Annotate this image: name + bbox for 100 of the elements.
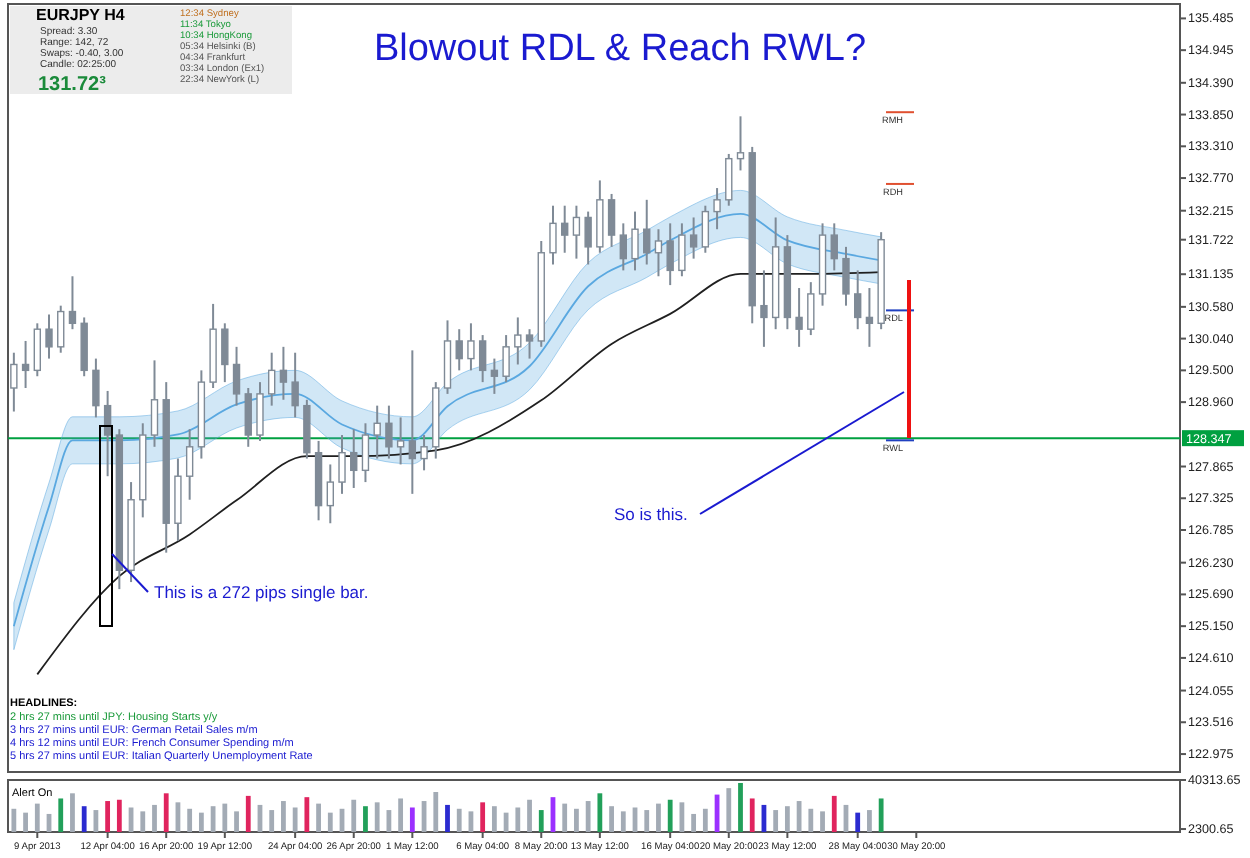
bar — [198, 812, 204, 832]
bar — [433, 792, 439, 832]
text: Blowout RDL & Reach RWL? — [373, 28, 867, 70]
bar — [269, 810, 275, 832]
bar — [867, 810, 872, 832]
bar — [11, 808, 17, 832]
bar — [222, 803, 228, 832]
candlestick — [350, 428, 358, 489]
bar — [585, 801, 591, 832]
bar — [140, 811, 146, 832]
bar — [445, 804, 450, 832]
candlestick — [139, 422, 147, 519]
candlestick — [830, 222, 838, 272]
candlestick — [689, 216, 698, 260]
bar — [726, 788, 732, 832]
bar — [81, 806, 87, 832]
bar — [245, 795, 251, 832]
candlestick — [232, 345, 241, 407]
bar — [796, 801, 802, 832]
bar — [456, 808, 462, 832]
candlestick — [654, 228, 663, 278]
bar — [855, 812, 861, 832]
bar — [527, 799, 532, 832]
candlestick — [420, 434, 428, 472]
candlestick — [842, 245, 850, 307]
bar — [503, 812, 509, 832]
bar — [831, 795, 837, 832]
candlestick — [666, 222, 674, 287]
bar — [163, 793, 169, 832]
bar — [292, 807, 298, 832]
candlestick — [619, 222, 627, 272]
bar — [808, 808, 814, 832]
candlestick — [326, 463, 334, 525]
candlestick — [268, 351, 276, 407]
candlestick — [795, 287, 803, 348]
bar — [304, 797, 310, 832]
annotation: 131.72³ — [38, 74, 108, 96]
bar — [620, 811, 626, 832]
candlestick — [197, 369, 206, 460]
candlestick — [514, 316, 522, 366]
candlestick — [854, 269, 862, 331]
candlestick — [467, 322, 475, 372]
bar — [738, 782, 743, 832]
bar — [152, 804, 157, 832]
bar — [515, 807, 521, 832]
candlestick — [361, 422, 370, 484]
candlestick — [10, 351, 18, 413]
candlestick — [771, 216, 780, 331]
bar — [234, 811, 239, 832]
bar — [562, 803, 568, 832]
candlestick — [396, 416, 405, 466]
bar — [187, 808, 193, 832]
bar — [609, 806, 614, 832]
candlestick — [45, 313, 53, 360]
candlestick — [783, 234, 792, 331]
bar — [374, 802, 380, 832]
bar — [597, 793, 603, 832]
bar — [820, 811, 825, 832]
candlestick — [291, 351, 299, 419]
bar — [538, 810, 544, 832]
candlestick — [373, 404, 381, 460]
annotation: This is a 272 pips single bar. — [154, 582, 369, 602]
candlestick — [21, 339, 30, 389]
candlestick — [818, 222, 827, 307]
bar — [491, 806, 497, 832]
candlestick — [385, 404, 393, 460]
candlestick — [549, 204, 557, 266]
bar — [667, 799, 673, 832]
candlestick — [314, 439, 323, 522]
bar — [398, 798, 404, 832]
candlestick — [572, 204, 581, 260]
bar — [409, 807, 415, 832]
candlestick — [408, 349, 417, 495]
bar — [878, 798, 884, 832]
candlestick — [631, 210, 639, 272]
candlestick — [338, 434, 346, 495]
bar — [23, 812, 28, 832]
bar — [281, 801, 286, 832]
candlestick — [490, 357, 499, 395]
candlestick — [865, 287, 874, 348]
candlestick — [455, 328, 463, 372]
annotation: So is this. — [614, 504, 688, 524]
candlestick — [185, 428, 194, 501]
bar — [749, 798, 755, 832]
bar — [351, 799, 357, 832]
bar — [656, 803, 661, 832]
candlestick — [643, 198, 651, 266]
bar — [34, 803, 40, 832]
candlestick — [561, 204, 569, 254]
bar — [210, 806, 216, 832]
bar — [784, 806, 790, 832]
bar — [644, 810, 650, 832]
bar — [363, 806, 368, 832]
bar — [691, 813, 697, 832]
line-series — [36, 271, 883, 676]
bar — [70, 793, 75, 832]
bar — [116, 799, 122, 832]
candlestick — [760, 269, 768, 348]
bar — [316, 803, 321, 832]
bar — [327, 812, 333, 832]
